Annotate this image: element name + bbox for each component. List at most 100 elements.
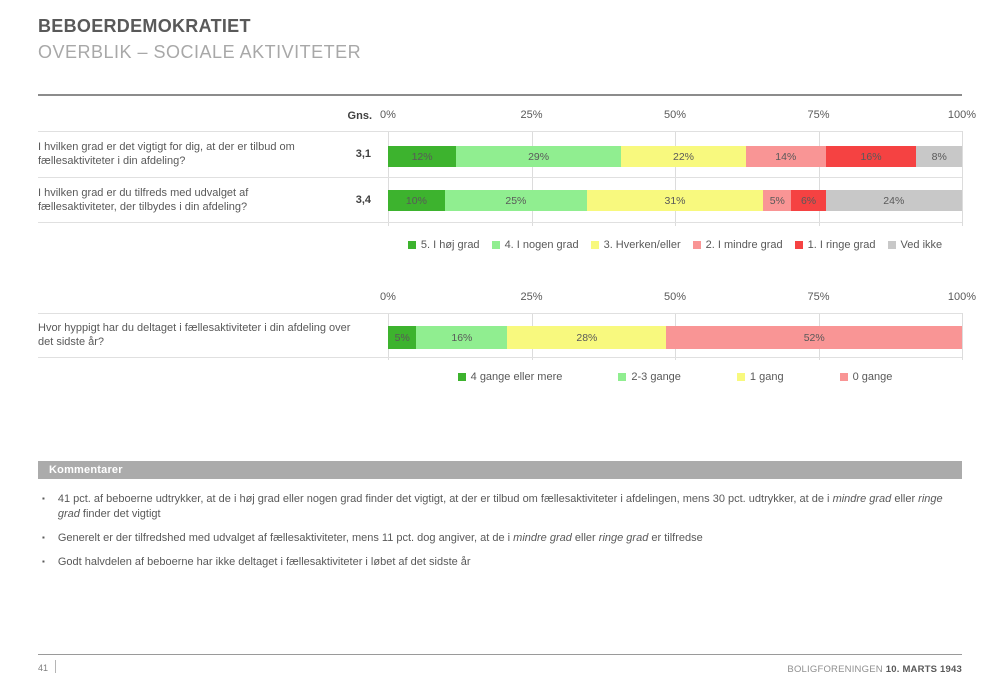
legend-label: 4 gange eller mere: [470, 371, 563, 383]
legend-swatch-icon: [407, 241, 416, 249]
axis-tick-label: 25%: [520, 109, 543, 121]
bar-segment-label: 31%: [664, 194, 686, 207]
legend-swatch-icon: [692, 241, 701, 249]
page-number-separator: [55, 660, 56, 673]
row-divider: [38, 357, 962, 358]
stacked-bar: 10% 25% 31% 5% 6% 24%: [388, 190, 962, 211]
comment-text: Godt halvdelen af beboerne har ikke delt…: [58, 555, 471, 570]
bar-segment-label: 12%: [411, 150, 433, 163]
gridline: [388, 131, 389, 226]
chart2-x-axis: 0% 25% 50% 75% 100%: [380, 291, 976, 304]
axis-tick-label: 25%: [520, 291, 543, 303]
legend-item: 1 gang: [736, 371, 784, 383]
legend-label: 1 gang: [749, 371, 784, 383]
axis-tick-label: 100%: [947, 109, 977, 121]
comment-bullet: ▪ 41 pct. af beboerne udtrykker, at de i…: [38, 492, 962, 522]
legend-item: Ved ikke: [887, 239, 942, 251]
bar-segment: 29%: [456, 146, 621, 167]
bar-segment: 16%: [825, 146, 917, 167]
comment-segment-italic: ringe grad: [57, 493, 943, 520]
bar-segment-label: 16%: [451, 331, 473, 344]
axis-tick-label: 75%: [807, 109, 830, 121]
bar-segment-label: 8%: [931, 150, 947, 163]
comment-segment: finder det vigtigt: [79, 508, 161, 520]
bar-segment: 52%: [666, 326, 962, 349]
chart1-x-axis: 0% 25% 50% 75% 100%: [380, 109, 976, 122]
question-row: I hvilken grad er du tilfreds med udvalg…: [38, 177, 375, 222]
legend-swatch-icon: [618, 373, 627, 381]
legend-item: 4. I nogen grad: [491, 239, 579, 251]
legend-swatch-icon: [887, 241, 896, 249]
gridline: [962, 131, 963, 226]
question-row: I hvilken grad er det vigtigt for dig, a…: [38, 131, 375, 177]
comment-bullet: ▪ Godt halvdelen af beboerne har ikke de…: [38, 555, 962, 570]
gridline: [531, 131, 533, 226]
legend-swatch-icon: [491, 241, 500, 249]
axis-tick-label: 0%: [380, 109, 396, 121]
bullet-icon: ▪: [42, 533, 45, 542]
legend-swatch-icon: [736, 373, 745, 381]
question-row: Hvor hyppigt har du deltaget i fællesakt…: [38, 313, 375, 357]
bar-segment: 12%: [388, 146, 457, 167]
bar-segment: 5%: [763, 190, 792, 211]
comment-segment: Godt halvdelen af beboerne har ikke delt…: [57, 556, 471, 568]
legend-item: 2. I mindre grad: [692, 239, 783, 251]
legend-item: 1. I ringe grad: [794, 239, 876, 251]
footer-divider: [38, 654, 962, 655]
comment-segment: 41 pct. af beboerne udtrykker, at de i h…: [57, 493, 833, 505]
comment-segment: Generelt er der tilfredshed med udvalget…: [57, 532, 514, 544]
comment-segment-italic: ringe grad: [598, 532, 649, 544]
bar-segment-label: 6%: [800, 194, 817, 207]
legend-swatch-icon: [457, 373, 466, 381]
footer-date: 10. MARTS 1943: [885, 664, 962, 675]
legend-label: 1. I ringe grad: [807, 239, 876, 251]
bar-segment: 8%: [916, 146, 962, 167]
bar-segment-label: 5%: [394, 331, 410, 344]
legend-label: 0 gange: [852, 371, 893, 383]
gridline: [962, 313, 963, 360]
row-divider: [38, 177, 962, 178]
comment-segment: er tilfredse: [648, 532, 703, 544]
footer-org-date: BOLIGFORENINGEN 10. MARTS 1943: [787, 664, 962, 675]
bar-segment: 5%: [388, 326, 417, 349]
legend-item: 3. Hverken/eller: [590, 239, 681, 251]
bar-segment-label: 16%: [860, 150, 882, 163]
bar-segment: 24%: [825, 190, 962, 211]
axis-tick-label: 100%: [947, 291, 977, 303]
stacked-bar: 12% 29% 22% 14% 16% 8%: [388, 146, 962, 167]
legend-swatch-icon: [794, 241, 803, 249]
legend-label: 2. I mindre grad: [705, 239, 783, 251]
question-text: I hvilken grad er det vigtigt for dig, a…: [38, 141, 295, 167]
bar-segment: 10%: [388, 190, 445, 211]
bar-segment: 14%: [746, 146, 826, 167]
gns-value: 3,1: [355, 148, 371, 160]
comment-segment-italic: mindre grad: [832, 493, 892, 505]
legend-label: 4. I nogen grad: [504, 239, 579, 251]
comment-text: Generelt er der tilfredshed med udvalget…: [58, 531, 703, 546]
legend-swatch-icon: [839, 373, 848, 381]
axis-tick-label: 50%: [663, 291, 687, 303]
gridline: [818, 131, 820, 226]
row-divider: [38, 222, 962, 223]
legend-item: 4 gange eller mere: [457, 371, 563, 383]
chart2-legend: 4 gange eller mere 2-3 gange 1 gang 0 gange: [388, 371, 962, 383]
gridline: [675, 131, 676, 226]
bar-segment-label: 14%: [775, 150, 797, 163]
row-divider: [38, 313, 962, 314]
bar-segment: 28%: [507, 326, 667, 349]
bar-segment: 6%: [791, 190, 826, 211]
bar-segment-label: 10%: [405, 194, 427, 207]
gns-column-header: Gns.: [347, 110, 372, 122]
bar-segment-label: 25%: [505, 194, 527, 207]
axis-tick-label: 50%: [663, 109, 687, 121]
comments-list: ▪ 41 pct. af beboerne udtrykker, at de i…: [38, 492, 962, 579]
stacked-bar: 5% 16% 28% 52%: [388, 326, 962, 349]
bar-segment: 22%: [620, 146, 746, 167]
bar-segment: 25%: [444, 190, 587, 211]
bar-segment: 31%: [586, 190, 764, 211]
legend-item: 2-3 gange: [618, 371, 681, 383]
axis-tick-label: 0%: [380, 291, 396, 303]
question-text: I hvilken grad er du tilfreds med udvalg…: [38, 186, 249, 213]
comment-segment-italic: mindre grad: [513, 532, 572, 544]
